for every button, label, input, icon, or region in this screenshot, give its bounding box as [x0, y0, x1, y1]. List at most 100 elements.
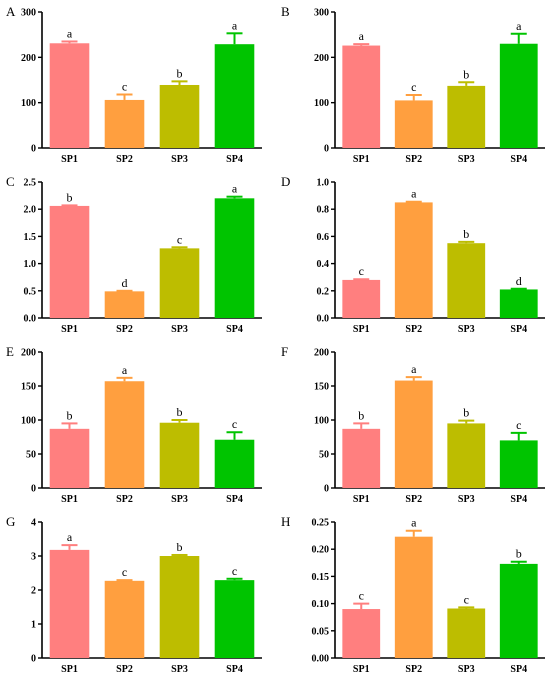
x-tick-label: SP3 [171, 494, 188, 505]
significance-letter: a [516, 19, 522, 33]
y-tick-label: 0.6 [317, 232, 330, 243]
significance-letter: a [411, 516, 417, 530]
y-tick-label: 100 [314, 98, 329, 109]
bar-sp4 [499, 440, 538, 488]
significance-letter: a [411, 362, 417, 376]
y-tick-label: 0 [324, 484, 329, 495]
y-tick-label: 1.0 [317, 178, 330, 189]
y-tick-label: 100 [314, 416, 329, 427]
bar-sp4 [499, 563, 538, 658]
significance-letter: a [359, 29, 365, 43]
bar-sp2 [394, 380, 433, 488]
significance-letter: b [463, 67, 469, 81]
x-tick-label: SP3 [171, 154, 188, 165]
bar-sp2 [394, 536, 433, 658]
bar-sp1 [342, 609, 381, 658]
significance-letter: b [177, 405, 183, 419]
significance-letter: d [516, 274, 522, 288]
chart-svg: C 0.0 0.5 1.0 1.5 2.0 2.5 b SP1 d SP2 c SP3 a SP4 [6, 174, 262, 335]
panel-letter: F [281, 344, 288, 359]
bar-sp4 [499, 289, 538, 318]
y-tick-label: 200 [314, 348, 329, 359]
panel-letter: A [6, 4, 16, 19]
significance-letter: b [177, 66, 183, 80]
panel-b: B 0 100 200 300 a SP1 c SP2 b SP3 a SP4 [275, 0, 550, 170]
x-tick-label: SP4 [226, 494, 243, 505]
x-tick-label: SP1 [61, 324, 78, 335]
bar-sp3 [447, 423, 486, 488]
significance-letter: c [359, 589, 364, 603]
bar-sp2 [394, 202, 433, 318]
x-tick-label: SP3 [458, 664, 475, 675]
bar-sp3 [447, 243, 486, 318]
chart-svg: B 0 100 200 300 a SP1 c SP2 b SP3 a SP4 [281, 4, 545, 165]
bar-sp3 [159, 248, 200, 318]
panel-letter: D [281, 174, 290, 189]
y-tick-label: 0.0 [317, 314, 330, 325]
y-tick-label: 4 [31, 518, 36, 529]
y-tick-label: 0.4 [317, 259, 330, 270]
panel-g: G 0 1 2 3 4 a SP1 c SP2 b SP3 c SP4 [0, 510, 275, 678]
significance-letter: a [67, 530, 73, 544]
y-tick-label: 100 [21, 416, 36, 427]
significance-letter: b [516, 547, 522, 561]
y-tick-label: 3 [31, 552, 36, 563]
chart-svg: F 0 50 100 150 200 b SP1 a SP2 b SP3 c SP4 [281, 344, 545, 505]
y-tick-label: 1.0 [24, 259, 37, 270]
y-tick-label: 0.10 [312, 599, 330, 610]
significance-letter: a [411, 187, 417, 201]
y-tick-label: 0 [31, 654, 36, 665]
bar-sp3 [159, 84, 200, 148]
significance-letter: b [463, 406, 469, 420]
x-tick-label: SP4 [510, 154, 527, 165]
panel-letter: E [6, 344, 14, 359]
y-tick-label: 100 [21, 98, 36, 109]
panel-d: D 0.0 0.2 0.4 0.6 0.8 1.0 c SP1 a SP2 b SP3 d SP4 [275, 170, 550, 340]
chart-svg: G 0 1 2 3 4 a SP1 c SP2 b SP3 c SP4 [6, 514, 262, 675]
bar-sp3 [159, 422, 200, 488]
panel-e: E 0 50 100 150 200 b SP1 a SP2 b SP3 c SP4 [0, 340, 275, 510]
panel-letter: H [281, 514, 290, 529]
significance-letter: a [232, 182, 238, 196]
panel-a: A 0 100 200 300 a SP1 c SP2 b SP3 a SP4 [0, 0, 275, 170]
bar-sp1 [342, 45, 381, 149]
x-tick-label: SP4 [226, 664, 243, 675]
y-tick-label: 0.8 [317, 205, 330, 216]
x-tick-label: SP3 [171, 664, 188, 675]
x-tick-label: SP3 [458, 154, 475, 165]
bar-sp2 [104, 580, 145, 658]
y-tick-label: 50 [26, 450, 36, 461]
panel-letter: C [6, 174, 15, 189]
significance-letter: a [232, 18, 238, 32]
y-tick-label: 0 [31, 484, 36, 495]
significance-letter: b [358, 408, 364, 422]
bar-sp3 [159, 556, 200, 658]
y-tick-label: 200 [21, 53, 36, 64]
bar-sp1 [342, 279, 381, 318]
significance-letter: a [67, 26, 73, 40]
x-tick-label: SP4 [510, 494, 527, 505]
significance-letter: a [122, 363, 128, 377]
x-tick-label: SP4 [226, 324, 243, 335]
significance-letter: b [67, 190, 73, 204]
y-tick-label: 0 [324, 144, 329, 155]
x-tick-label: SP1 [61, 494, 78, 505]
y-tick-label: 150 [21, 382, 36, 393]
x-tick-label: SP4 [510, 324, 527, 335]
y-tick-label: 300 [21, 8, 36, 19]
bar-sp4 [499, 43, 538, 148]
panel-f: F 0 50 100 150 200 b SP1 a SP2 b SP3 c SP4 [275, 340, 550, 510]
bar-sp1 [49, 205, 90, 318]
significance-letter: c [516, 418, 521, 432]
bar-sp1 [49, 43, 90, 148]
bar-sp1 [49, 549, 90, 658]
y-tick-label: 1 [31, 620, 36, 631]
significance-letter: b [67, 408, 73, 422]
significance-letter: c [232, 564, 237, 578]
bar-sp3 [447, 85, 486, 148]
x-tick-label: SP1 [353, 664, 370, 675]
significance-letter: c [359, 264, 364, 278]
significance-letter: c [177, 232, 182, 246]
bar-sp4 [214, 198, 255, 318]
